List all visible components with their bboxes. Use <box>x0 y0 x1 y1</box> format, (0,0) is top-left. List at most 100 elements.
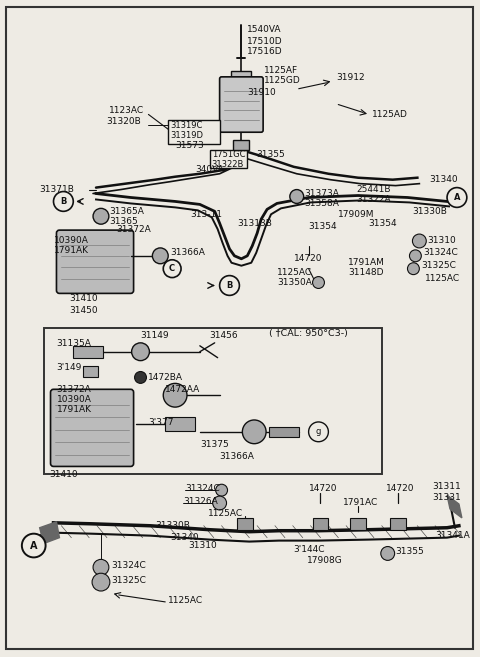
Text: 31135A: 31135A <box>57 339 91 348</box>
Circle shape <box>309 422 328 442</box>
Text: 1791AK: 1791AK <box>57 405 92 414</box>
Text: 340VA: 340VA <box>195 166 224 174</box>
Text: 14720: 14720 <box>294 254 322 263</box>
Text: 31330B: 31330B <box>156 521 190 530</box>
Text: 31410: 31410 <box>69 294 98 303</box>
Text: 1472AA: 1472AA <box>165 385 201 394</box>
Text: 31355: 31355 <box>396 547 424 556</box>
Polygon shape <box>40 522 60 543</box>
Text: 31373A: 31373A <box>305 189 339 198</box>
Text: 31311: 31311 <box>432 482 461 491</box>
Text: 31372A: 31372A <box>57 385 91 394</box>
Text: 31148D: 31148D <box>348 268 384 277</box>
Bar <box>44 328 382 474</box>
Text: 3'377: 3'377 <box>148 419 174 428</box>
Text: 31456: 31456 <box>210 331 239 340</box>
Text: 1125AF: 1125AF <box>264 66 298 76</box>
Text: 31365A: 31365A <box>109 207 144 216</box>
Text: 1125AC: 1125AC <box>277 268 312 277</box>
Text: 31320B: 31320B <box>106 117 141 126</box>
Text: 1791AC: 1791AC <box>343 497 378 507</box>
Text: 31365: 31365 <box>109 217 138 226</box>
Text: 31324C: 31324C <box>111 561 145 570</box>
Bar <box>210 150 247 168</box>
Circle shape <box>152 248 168 263</box>
Text: 31340: 31340 <box>429 175 458 184</box>
Text: 31319C: 31319C <box>170 121 203 130</box>
Text: g: g <box>316 427 321 436</box>
Text: 31331: 31331 <box>432 493 461 501</box>
Text: 10390A: 10390A <box>57 395 91 403</box>
Text: 31375: 31375 <box>200 440 228 449</box>
Text: A: A <box>30 541 37 551</box>
Text: 25441B: 25441B <box>356 185 391 194</box>
Text: 31330B: 31330B <box>412 207 447 216</box>
Circle shape <box>412 234 426 248</box>
Text: 3'149: 3'149 <box>57 363 82 372</box>
Bar <box>238 518 253 530</box>
Text: 31371B: 31371B <box>40 185 74 194</box>
Text: 1125GD: 1125GD <box>264 76 301 85</box>
Text: 31912: 31912 <box>336 74 365 82</box>
Text: 31325C: 31325C <box>421 261 456 270</box>
Circle shape <box>220 275 240 296</box>
Text: 31372A: 31372A <box>116 225 151 234</box>
Circle shape <box>163 384 187 407</box>
Text: 10390A: 10390A <box>53 237 88 246</box>
Text: 14720: 14720 <box>386 484 414 493</box>
Text: 1125AC: 1125AC <box>168 597 204 605</box>
Bar <box>269 427 299 437</box>
Text: 1125AD: 1125AD <box>372 110 408 119</box>
Text: 1125AC: 1125AC <box>208 509 243 518</box>
Text: 31354: 31354 <box>368 219 396 228</box>
Circle shape <box>213 496 227 510</box>
Text: 31325C: 31325C <box>111 576 146 585</box>
Text: 31354: 31354 <box>309 221 337 231</box>
Circle shape <box>290 190 304 204</box>
Text: 1791AK: 1791AK <box>53 246 88 256</box>
Text: 31319D: 31319D <box>170 131 203 140</box>
Bar <box>350 518 366 530</box>
Bar <box>168 120 220 144</box>
Text: 31341A: 31341A <box>435 531 470 540</box>
Text: 31450: 31450 <box>69 306 98 315</box>
Circle shape <box>242 420 266 443</box>
Bar <box>233 140 249 150</box>
Text: 1791AM: 1791AM <box>348 258 385 267</box>
Text: 1472BA: 1472BA <box>148 373 183 382</box>
Text: 17909M: 17909M <box>338 210 375 219</box>
Text: 31324C: 31324C <box>423 248 458 258</box>
Text: 1123AC: 1123AC <box>109 106 144 115</box>
Text: 1751GC: 1751GC <box>212 150 245 160</box>
Circle shape <box>93 559 109 576</box>
Bar <box>312 518 328 530</box>
Text: 313-11: 313-11 <box>190 210 222 219</box>
Text: A: A <box>454 193 460 202</box>
Bar <box>165 417 195 431</box>
Text: 17516D: 17516D <box>247 47 283 56</box>
Text: 1540VA: 1540VA <box>247 25 282 34</box>
Polygon shape <box>447 495 462 518</box>
Text: B: B <box>226 281 233 290</box>
Circle shape <box>216 484 228 496</box>
Text: 31313B: 31313B <box>238 219 272 228</box>
Text: 3'144C: 3'144C <box>294 545 325 554</box>
Text: 17510D: 17510D <box>247 37 283 46</box>
Circle shape <box>22 533 46 557</box>
Circle shape <box>163 260 181 277</box>
Circle shape <box>92 573 110 591</box>
Text: 31910: 31910 <box>247 88 276 97</box>
Text: B: B <box>60 197 67 206</box>
Bar <box>83 365 98 377</box>
Text: 31322A: 31322A <box>356 195 391 204</box>
Text: 31366A: 31366A <box>220 452 254 461</box>
Circle shape <box>408 263 420 275</box>
Text: 31340: 31340 <box>170 533 199 542</box>
Text: 31358A: 31358A <box>305 199 339 208</box>
Text: 31310: 31310 <box>188 541 217 550</box>
Text: 31310: 31310 <box>427 237 456 246</box>
Circle shape <box>93 208 109 224</box>
Bar <box>390 518 406 530</box>
Text: 31573: 31573 <box>175 141 204 150</box>
Text: 31410: 31410 <box>49 470 78 479</box>
